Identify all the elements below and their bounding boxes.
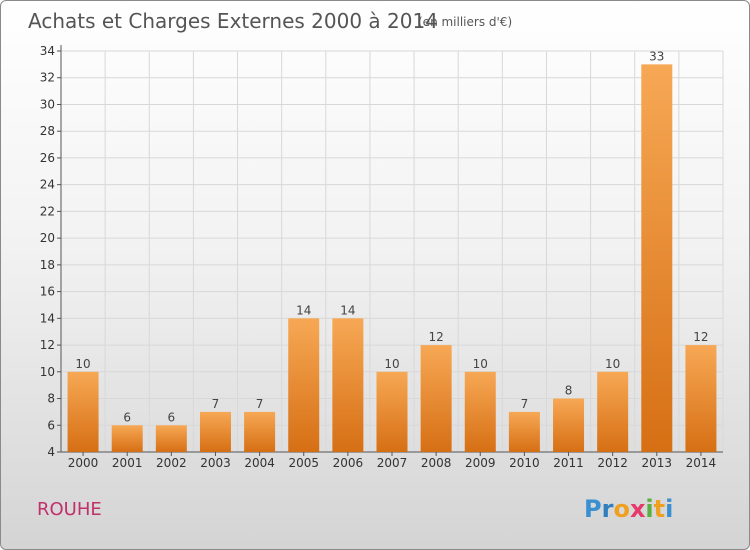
- x-tick-label: 2003: [200, 456, 231, 470]
- chart-unit: (en milliers d'€): [418, 15, 512, 29]
- gridlines: [60, 50, 724, 453]
- data-label: 6: [168, 410, 176, 424]
- x-tick-label: 2007: [377, 456, 408, 470]
- data-label: 7: [212, 397, 220, 411]
- bar-2013: [641, 64, 673, 452]
- data-label: 12: [428, 330, 443, 344]
- logo-letter: x: [630, 495, 646, 523]
- y-tick-label: 12: [40, 338, 55, 352]
- bar-2010: [508, 411, 540, 452]
- bar-2007: [376, 371, 408, 452]
- y-tick-label: 26: [40, 151, 55, 165]
- data-labels: 10 6 6 7 7 14 14 10 12 10 7 8 10 33 12: [75, 49, 708, 424]
- x-tick-label: 2001: [112, 456, 143, 470]
- y-tick-label: 10: [40, 365, 55, 379]
- y-tick-label: 32: [40, 71, 55, 85]
- x-tick-label: 2004: [244, 456, 275, 470]
- x-tick-label: 2008: [421, 456, 452, 470]
- bars: [67, 64, 717, 452]
- logo-letter: t: [654, 495, 665, 523]
- x-tick-label: 2010: [509, 456, 540, 470]
- y-tick-label: 20: [40, 231, 55, 245]
- data-label: 33: [649, 49, 664, 63]
- bar-2002: [155, 425, 187, 452]
- logo-letter: i: [645, 495, 653, 523]
- x-tick-label: 2009: [465, 456, 496, 470]
- bar-2004: [244, 411, 276, 452]
- data-label: 7: [256, 397, 264, 411]
- y-tick-label: 22: [40, 204, 55, 218]
- bar-2008: [420, 345, 452, 452]
- y-tick-label: 28: [40, 124, 55, 138]
- y-tick-label: 14: [40, 311, 55, 325]
- y-tick-label: 18: [40, 258, 55, 272]
- y-tick-label: 24: [40, 178, 55, 192]
- x-tick-label: 2014: [686, 456, 717, 470]
- y-tick-label: 6: [47, 418, 55, 432]
- logo-letter: i: [665, 495, 673, 523]
- bar-2011: [553, 398, 585, 452]
- y-tick-label: 30: [40, 97, 55, 111]
- bar-2006: [332, 318, 364, 452]
- y-tick-label: 16: [40, 285, 55, 299]
- x-tick-label: 2000: [68, 456, 99, 470]
- y-tick-label: 34: [40, 44, 55, 58]
- data-label: 12: [693, 330, 708, 344]
- data-label: 10: [75, 357, 90, 371]
- y-tick-label: 4: [47, 445, 55, 459]
- x-tick-label: 2013: [642, 456, 673, 470]
- x-tick-label: 2005: [288, 456, 319, 470]
- bar-2001: [111, 425, 143, 452]
- x-tick-label: 2011: [553, 456, 584, 470]
- bar-2014: [685, 345, 717, 452]
- place-name: ROUHE: [37, 499, 102, 520]
- data-label: 8: [565, 384, 573, 398]
- data-label: 14: [340, 303, 355, 317]
- bar-2012: [597, 371, 629, 452]
- y-tick-label: 8: [47, 392, 55, 406]
- data-label: 10: [605, 357, 620, 371]
- bar-2009: [464, 371, 496, 452]
- data-label: 10: [384, 357, 399, 371]
- logo-letter: P: [584, 495, 602, 523]
- bar-2005: [288, 318, 320, 452]
- x-tick-label: 2012: [597, 456, 628, 470]
- data-label: 7: [521, 397, 529, 411]
- logo-letter: o: [613, 495, 630, 523]
- bar-2003: [199, 411, 231, 452]
- bar-2000: [67, 371, 99, 452]
- logo-letter: r: [602, 495, 614, 523]
- proxiti-logo: Proxiti: [584, 495, 673, 523]
- x-tick-label: 2006: [333, 456, 364, 470]
- x-tick-label: 2002: [156, 456, 187, 470]
- data-label: 14: [296, 303, 311, 317]
- chart-title: Achats et Charges Externes 2000 à 2014: [28, 9, 438, 33]
- data-label: 6: [123, 410, 131, 424]
- data-label: 10: [473, 357, 488, 371]
